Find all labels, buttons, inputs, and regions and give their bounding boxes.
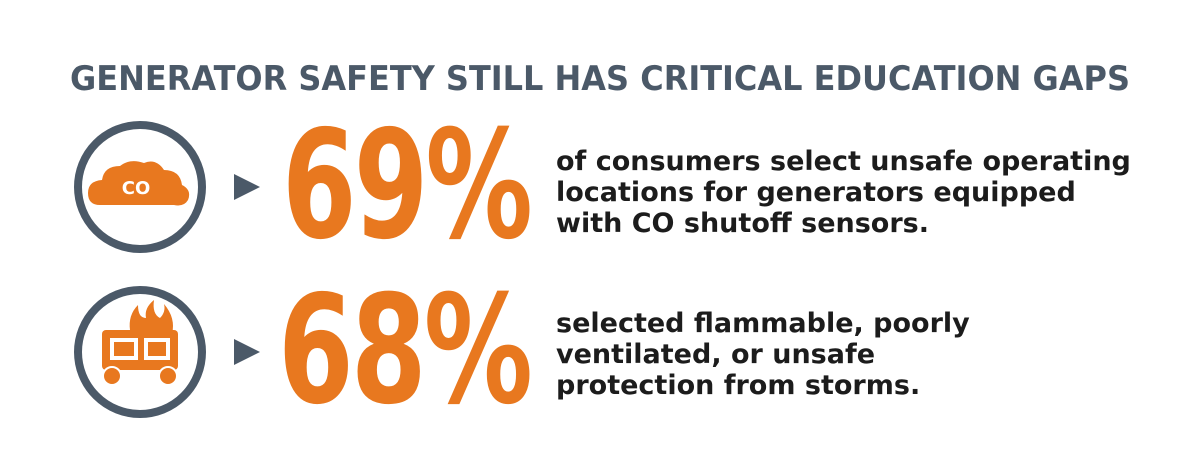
stat-text: locations for generators equipped [556, 177, 1076, 208]
icon-ring [74, 121, 206, 253]
cloud-icon [88, 161, 190, 206]
arrow [234, 174, 260, 200]
title: GENERATOR SAFETY STILL HAS CRITICAL EDUC… [70, 59, 1130, 99]
stat-value: 68% [278, 264, 530, 438]
stat-value: 69% [282, 99, 530, 273]
stat-text: of consumers select unsafe operating [556, 146, 1131, 177]
stat-text: protection from storms. [556, 370, 920, 401]
arrow [234, 339, 260, 365]
icon-label: CO [122, 178, 151, 199]
stat-text: with CO shutoff sensors. [556, 208, 929, 239]
stat-text: selected flammable, poorly [556, 308, 970, 339]
icon-ring [74, 286, 206, 418]
stat-text: ventilated, or unsafe [556, 339, 875, 370]
generator-icon [102, 300, 178, 386]
